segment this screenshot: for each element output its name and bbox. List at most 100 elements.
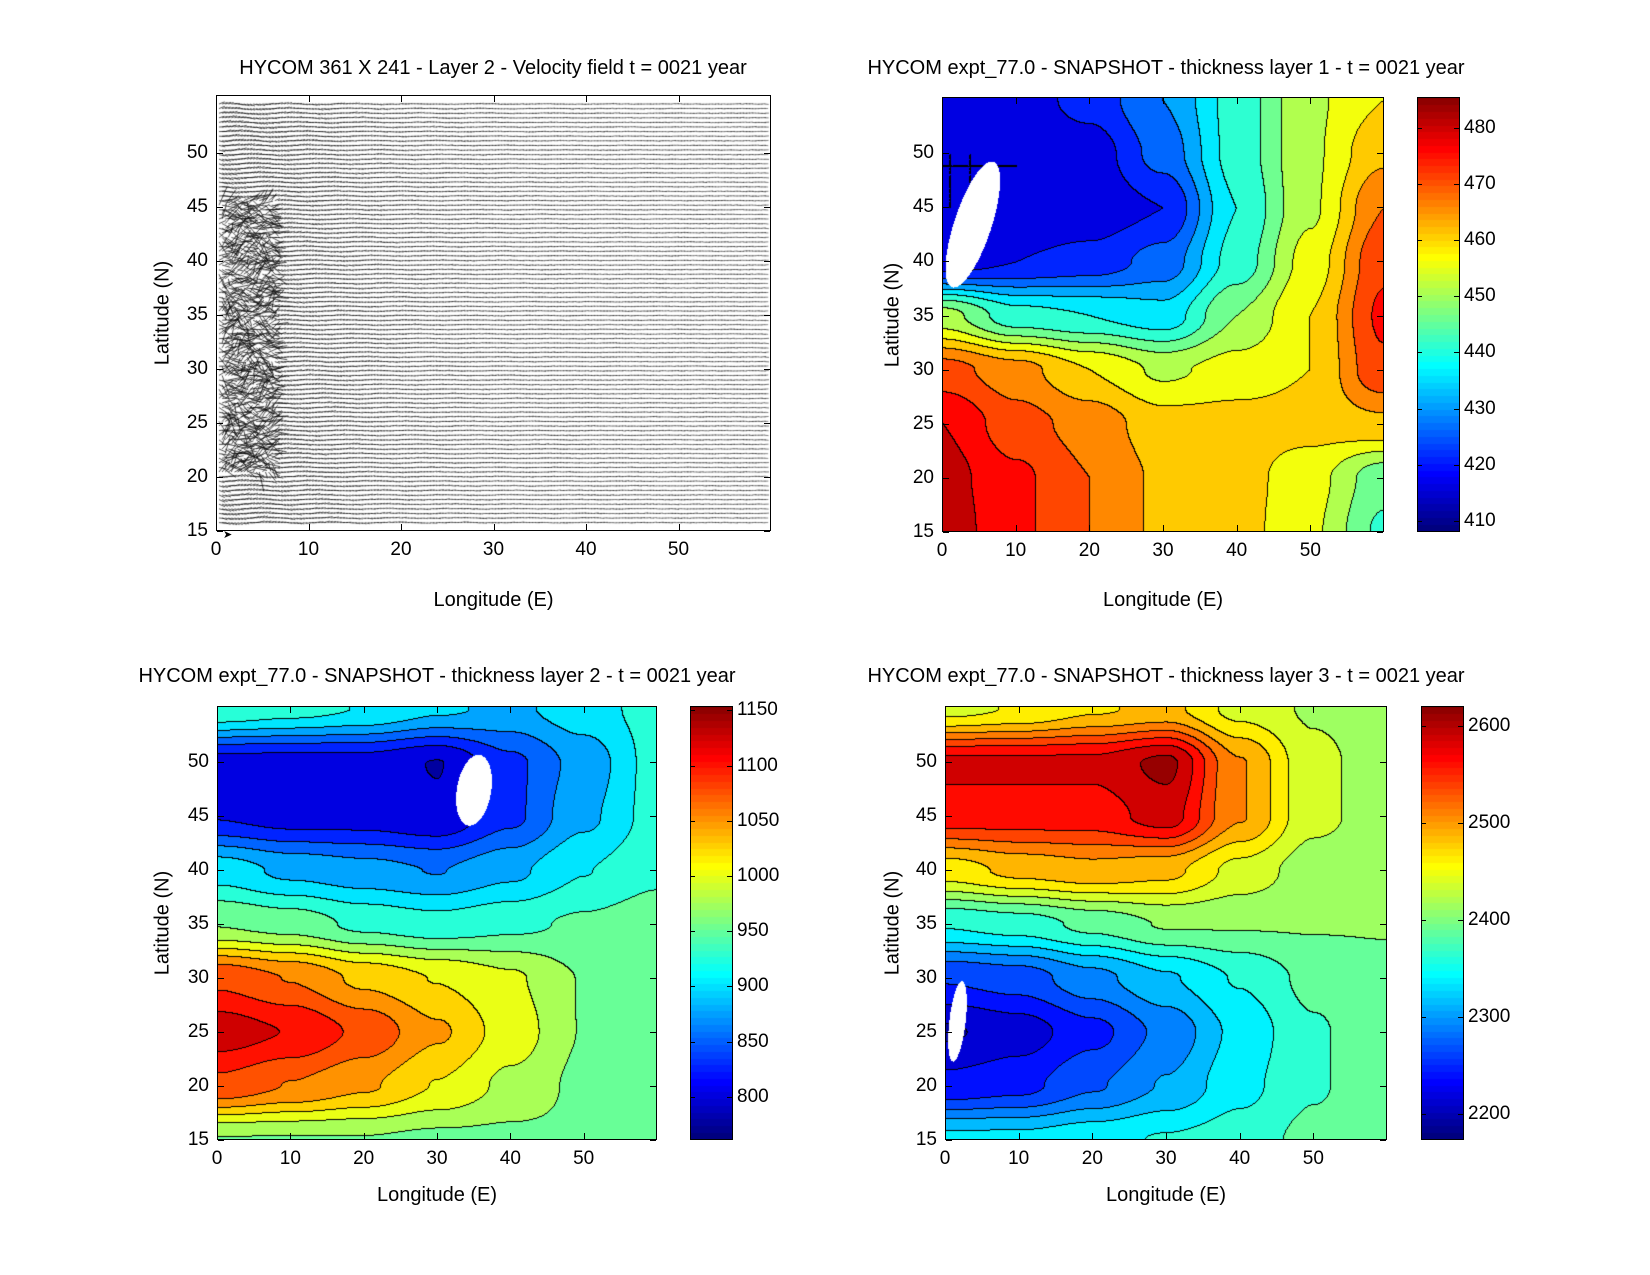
x-axis-label: Longitude (E) xyxy=(376,1184,498,1206)
plot-area xyxy=(217,706,657,1140)
x-tick-mark xyxy=(1166,707,1167,713)
x-tick-mark xyxy=(1239,707,1241,713)
chart-title: HYCOM expt_77.0 - SNAPSHOT - thickness l… xyxy=(867,57,1465,79)
x-tick-label: 50 xyxy=(667,539,690,560)
colorbar-tick-label: 1100 xyxy=(737,754,778,776)
x-tick-label: 40 xyxy=(575,539,597,560)
y-tick-label: 15 xyxy=(915,1129,937,1150)
y-tick-label: 45 xyxy=(186,196,208,218)
x-tick-mark xyxy=(1018,1133,1020,1139)
y-tick-label: 45 xyxy=(912,196,934,218)
y-tick-mark xyxy=(764,207,770,209)
y-tick-mark xyxy=(218,978,224,980)
x-tick-label: 30 xyxy=(426,1148,448,1169)
y-tick-mark xyxy=(1380,1032,1386,1034)
colorbar-tick-mark xyxy=(1454,408,1459,410)
colorbar-tick-label: 410 xyxy=(1464,509,1496,531)
y-tick-mark xyxy=(943,477,949,479)
x-tick-label: 30 xyxy=(1152,540,1174,561)
thickness-contour-field xyxy=(943,98,1383,531)
y-tick-mark xyxy=(764,315,770,317)
y-tick-mark xyxy=(946,1140,952,1141)
colorbar-tick-mark xyxy=(690,1041,695,1043)
colorbar-tick-label: 420 xyxy=(1464,453,1496,475)
x-tick-label: 50 xyxy=(573,1148,595,1169)
colorbar-tick-label: 1050 xyxy=(737,809,780,831)
x-tick-mark xyxy=(586,524,587,530)
colorbar-tick-mark xyxy=(690,931,695,933)
colorbar-tick-mark xyxy=(727,820,732,822)
x-tick-mark xyxy=(217,707,218,713)
y-tick-label: 30 xyxy=(912,358,934,380)
colorbar-tick-mark xyxy=(727,986,732,988)
y-tick-label: 40 xyxy=(915,859,937,881)
x-tick-label: 10 xyxy=(1005,540,1027,561)
colorbar-tick-label: 450 xyxy=(1464,285,1496,307)
y-tick-mark xyxy=(1380,1140,1386,1141)
y-tick-mark xyxy=(650,1140,656,1141)
y-tick-mark xyxy=(650,762,656,764)
x-tick-label: 20 xyxy=(353,1148,375,1169)
x-tick-mark xyxy=(1015,525,1017,531)
y-tick-mark xyxy=(218,1032,224,1034)
y-tick-mark xyxy=(1377,423,1383,425)
y-axis-label: Latitude (N) xyxy=(881,262,904,367)
colorbar-tick-label: 800 xyxy=(737,1085,769,1107)
x-tick-label: 30 xyxy=(482,539,505,560)
colorbar-tick-label: 2600 xyxy=(1468,715,1511,737)
y-tick-label: 20 xyxy=(186,466,208,488)
y-tick-mark xyxy=(650,816,656,818)
y-tick-mark xyxy=(218,1140,224,1141)
x-tick-mark xyxy=(510,707,512,713)
y-tick-label: 50 xyxy=(912,142,934,164)
chart-title: HYCOM expt_77.0 - SNAPSHOT - thickness l… xyxy=(867,665,1465,687)
y-tick-label: 25 xyxy=(186,412,208,434)
x-tick-mark xyxy=(678,96,680,102)
y-tick-mark xyxy=(1380,816,1386,818)
x-tick-mark xyxy=(308,524,310,530)
y-tick-label: 30 xyxy=(187,967,209,989)
colorbar-gradient xyxy=(1418,98,1459,531)
colorbar-tick-mark xyxy=(1417,240,1422,242)
x-tick-label: 50 xyxy=(1299,540,1321,561)
colorbar xyxy=(1417,97,1460,532)
colorbar-tick-mark xyxy=(1417,352,1422,354)
plot-area xyxy=(216,95,771,531)
y-tick-mark xyxy=(1377,369,1383,371)
colorbar-tick-label: 480 xyxy=(1464,116,1496,138)
y-tick-mark xyxy=(943,207,949,209)
y-tick-mark xyxy=(946,1086,952,1088)
colorbar-tick-label: 950 xyxy=(737,920,769,942)
y-tick-mark xyxy=(217,153,223,155)
y-tick-mark xyxy=(1377,477,1383,479)
x-tick-label: 0 xyxy=(211,1148,223,1169)
y-tick-mark xyxy=(946,978,952,980)
y-tick-label: 40 xyxy=(186,250,208,272)
y-tick-mark xyxy=(764,153,770,155)
y-tick-mark xyxy=(218,924,224,926)
x-tick-mark xyxy=(1313,1133,1315,1139)
colorbar-tick-mark xyxy=(727,876,732,878)
x-tick-mark xyxy=(308,96,310,102)
x-tick-mark xyxy=(942,525,943,531)
y-tick-mark xyxy=(218,1086,224,1088)
colorbar-tick-mark xyxy=(1454,184,1459,185)
x-tick-mark xyxy=(216,96,217,102)
y-tick-mark xyxy=(218,816,224,818)
y-tick-mark xyxy=(650,1032,656,1034)
x-tick-mark xyxy=(1236,98,1238,104)
colorbar-tick-mark xyxy=(1458,920,1463,922)
y-tick-mark xyxy=(650,924,656,926)
colorbar-tick-mark xyxy=(690,710,695,712)
x-tick-mark xyxy=(945,1133,946,1139)
x-tick-mark xyxy=(401,96,402,102)
x-tick-mark xyxy=(1089,525,1091,531)
colorbar-tick-mark xyxy=(727,1041,732,1043)
thickness-contour-field xyxy=(218,707,656,1139)
x-tick-label: 0 xyxy=(210,539,222,560)
colorbar-tick-mark xyxy=(1421,920,1426,922)
y-tick-mark xyxy=(217,477,223,479)
x-tick-mark xyxy=(1089,98,1091,104)
colorbar-tick-label: 440 xyxy=(1464,341,1496,363)
y-tick-label: 25 xyxy=(915,1021,937,1043)
